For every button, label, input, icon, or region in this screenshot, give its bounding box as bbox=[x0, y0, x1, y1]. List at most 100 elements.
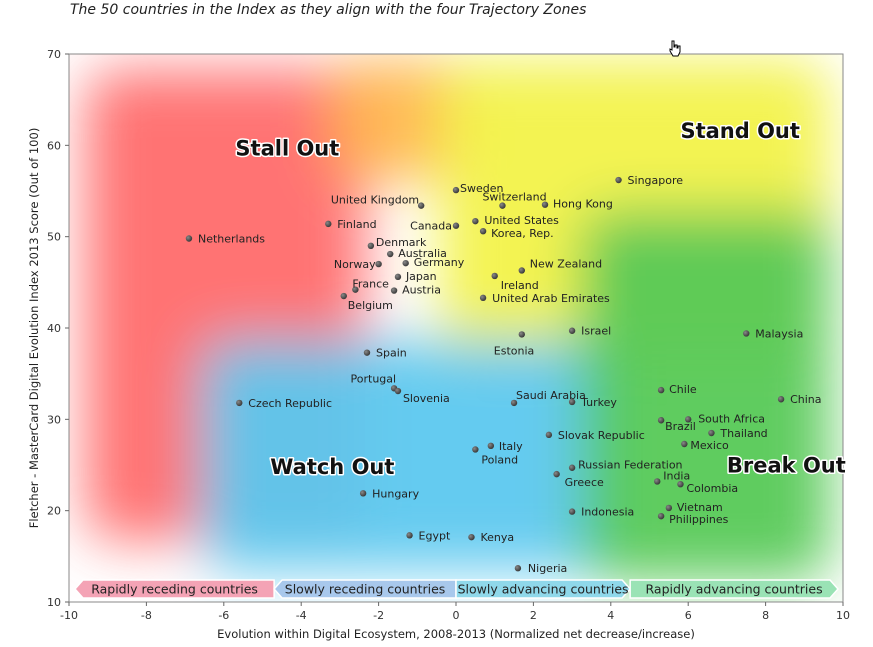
y-tick-label: 10 bbox=[47, 596, 61, 609]
zone-stall-out-warm-area bbox=[330, 60, 470, 180]
data-point-label: Greece bbox=[565, 476, 604, 489]
data-point bbox=[518, 267, 525, 274]
data-point bbox=[340, 292, 347, 300]
data-point bbox=[568, 464, 576, 471]
data-point bbox=[352, 286, 359, 293]
data-point-label: Korea, Rep. bbox=[491, 227, 554, 240]
data-point-label: Finland bbox=[337, 218, 376, 231]
zone-label: Stand Out bbox=[680, 119, 799, 143]
data-point bbox=[472, 446, 479, 453]
data-point bbox=[406, 532, 413, 539]
data-point-label: Chile bbox=[669, 383, 697, 396]
data-point bbox=[553, 470, 560, 478]
data-point-label: Israel bbox=[581, 325, 611, 338]
data-point bbox=[615, 176, 622, 184]
data-point bbox=[491, 272, 498, 280]
data-point bbox=[518, 331, 525, 338]
trend-band bbox=[273, 579, 457, 599]
data-point bbox=[568, 398, 576, 406]
axis-ticks: -10 -8 -6 -4 -2 0 2 4 6 8 10 10 20 30 40 50 60 70 bbox=[47, 48, 850, 622]
zone-backgrounds bbox=[85, 60, 830, 580]
trend-bands: Rapidly receding countries Slowly recedin… bbox=[73, 579, 840, 599]
data-point bbox=[677, 480, 684, 488]
data-point bbox=[708, 429, 715, 437]
chart-subtitle: The 50 countries in the Index as they al… bbox=[70, 2, 587, 18]
y-tick-label: 20 bbox=[47, 505, 61, 518]
x-tick-label: 6 bbox=[685, 609, 692, 622]
data-points: Netherlands Czech Republic United Kingdom F… bbox=[185, 174, 822, 575]
y-tick-label: 40 bbox=[47, 322, 61, 335]
data-point-label: Switzerland bbox=[482, 191, 546, 204]
trend-band bbox=[73, 579, 275, 599]
zone-label: Stall Out bbox=[235, 136, 339, 160]
data-point bbox=[402, 259, 409, 267]
data-point bbox=[499, 202, 506, 209]
data-point-label: Estonia bbox=[494, 344, 535, 357]
data-point-label: Austria bbox=[402, 284, 441, 297]
data-point bbox=[743, 330, 750, 337]
y-tick-label: 50 bbox=[47, 231, 61, 244]
x-tick-label: 0 bbox=[453, 609, 460, 622]
data-point bbox=[681, 440, 688, 448]
data-point bbox=[568, 508, 576, 515]
data-point-label: Japan bbox=[405, 270, 437, 283]
data-point-label: Thailand bbox=[719, 427, 767, 440]
data-point-label: Slovak Republic bbox=[558, 429, 645, 442]
data-point bbox=[375, 260, 382, 268]
x-tick-label: 10 bbox=[836, 609, 850, 622]
data-point bbox=[387, 250, 394, 258]
x-tick-label: -10 bbox=[60, 609, 78, 622]
data-point-label: Slovenia bbox=[403, 392, 450, 405]
y-axis-title: Fletcher - MasterCard Digital Evolution … bbox=[27, 128, 41, 529]
data-point-label: Germany bbox=[414, 256, 465, 269]
trend-band-label: Rapidly receding countries bbox=[91, 582, 258, 597]
zone-label: Watch Out bbox=[270, 455, 394, 479]
data-point bbox=[394, 387, 402, 395]
x-tick-label: -6 bbox=[218, 609, 229, 622]
data-point-label: South Africa bbox=[698, 412, 765, 425]
data-point bbox=[390, 287, 398, 294]
data-point-label: Italy bbox=[499, 440, 523, 453]
data-point-label: Spain bbox=[376, 347, 407, 360]
data-point-label: Singapore bbox=[628, 174, 684, 187]
y-tick-label: 70 bbox=[47, 48, 61, 61]
data-point-label: Portugal bbox=[351, 372, 397, 385]
data-point bbox=[452, 186, 460, 194]
data-point-label: Turkey bbox=[580, 396, 617, 409]
data-point bbox=[325, 220, 332, 228]
data-point-label: Russian Federation bbox=[578, 459, 682, 472]
data-point bbox=[417, 202, 425, 209]
data-point-label: Saudi Arabia bbox=[516, 389, 586, 402]
data-point-label: Brazil bbox=[665, 420, 696, 433]
trend-band-label: Slowly receding countries bbox=[285, 582, 446, 597]
data-point bbox=[185, 235, 193, 242]
data-point bbox=[236, 399, 243, 407]
data-point-label: France bbox=[352, 278, 389, 291]
y-tick-label: 30 bbox=[47, 413, 61, 426]
data-point-label: Canada bbox=[410, 220, 452, 233]
data-point-label: India bbox=[663, 469, 690, 482]
zone-labels: Stall Out Stand Out Watch Out Break Out bbox=[234, 118, 847, 481]
data-point-label: Netherlands bbox=[198, 232, 265, 245]
data-point bbox=[654, 478, 661, 485]
data-point-label: Kenya bbox=[480, 531, 514, 544]
data-point-label: China bbox=[790, 393, 821, 406]
data-point bbox=[514, 565, 522, 572]
data-point bbox=[363, 349, 371, 356]
data-point-label: United Kingdom bbox=[331, 194, 419, 207]
data-point-label: Hong Kong bbox=[553, 198, 613, 211]
x-tick-label: -2 bbox=[373, 609, 384, 622]
hand-cursor-icon bbox=[669, 40, 681, 57]
x-tick-label: 8 bbox=[762, 609, 769, 622]
data-point bbox=[657, 512, 665, 520]
data-point bbox=[479, 294, 487, 302]
data-point-label: United States bbox=[484, 214, 559, 227]
x-tick-label: -8 bbox=[141, 609, 152, 622]
trend-band-label: Slowly advancing countries bbox=[458, 582, 629, 597]
data-point bbox=[468, 533, 475, 541]
data-point bbox=[479, 227, 487, 235]
data-point bbox=[685, 416, 692, 423]
data-point-label: Sweden bbox=[460, 182, 503, 195]
data-point bbox=[541, 201, 549, 208]
